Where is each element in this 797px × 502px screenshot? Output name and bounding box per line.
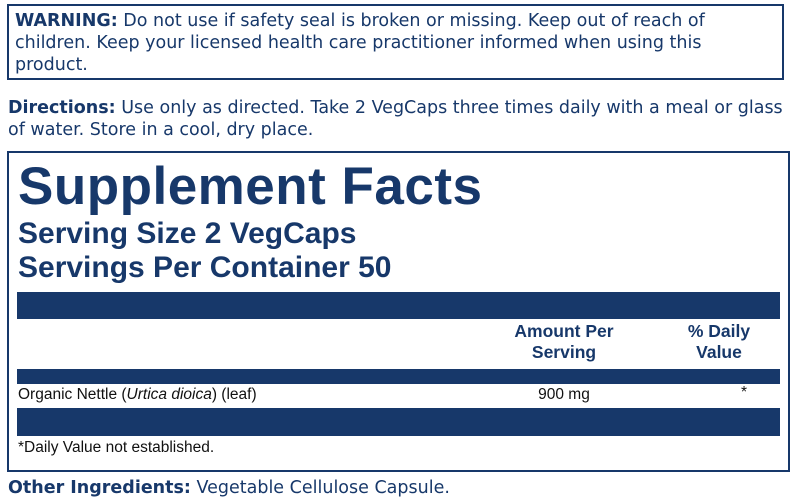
servings-per-container: Servings Per Container 50 xyxy=(18,251,392,284)
other-label: Other Ingredients: xyxy=(8,478,191,498)
divider-bar xyxy=(17,408,780,436)
facts-title: Supplement Facts xyxy=(18,157,483,216)
daily-value-header: % Daily Value xyxy=(687,321,751,362)
name-text: Organic Nettle ( xyxy=(18,386,127,403)
warning-box: WARNING: Do not use if safety seal is br… xyxy=(7,4,784,80)
ingredient-amount: 900 mg xyxy=(538,386,590,403)
warning-text: Do not use if safety seal is broken or m… xyxy=(15,11,705,75)
other-ingredients: Other Ingredients: Vegetable Cellulose C… xyxy=(8,477,450,499)
amount-header: Amount Per Serving xyxy=(514,321,614,362)
footnote: *Daily Value not established. xyxy=(18,439,215,456)
warning-label: WARNING: xyxy=(15,11,118,31)
other-text: Vegetable Cellulose Capsule. xyxy=(196,478,450,498)
directions: Directions: Use only as directed. Take 2… xyxy=(8,97,793,141)
directions-text: Use only as directed. Take 2 VegCaps thr… xyxy=(8,98,783,140)
name-suffix: ) (leaf) xyxy=(211,386,257,403)
ingredient-daily-value: * xyxy=(740,384,748,401)
name-italic: Urtica dioica xyxy=(126,386,212,403)
divider-bar xyxy=(17,292,780,319)
supplement-facts: Supplement Facts Serving Size 2 VegCaps … xyxy=(7,151,790,472)
serving-size: Serving Size 2 VegCaps xyxy=(18,217,357,250)
directions-label: Directions: xyxy=(8,98,116,118)
ingredient-name: Organic Nettle (Urtica dioica) (leaf) xyxy=(18,386,257,404)
divider-bar xyxy=(17,369,780,384)
